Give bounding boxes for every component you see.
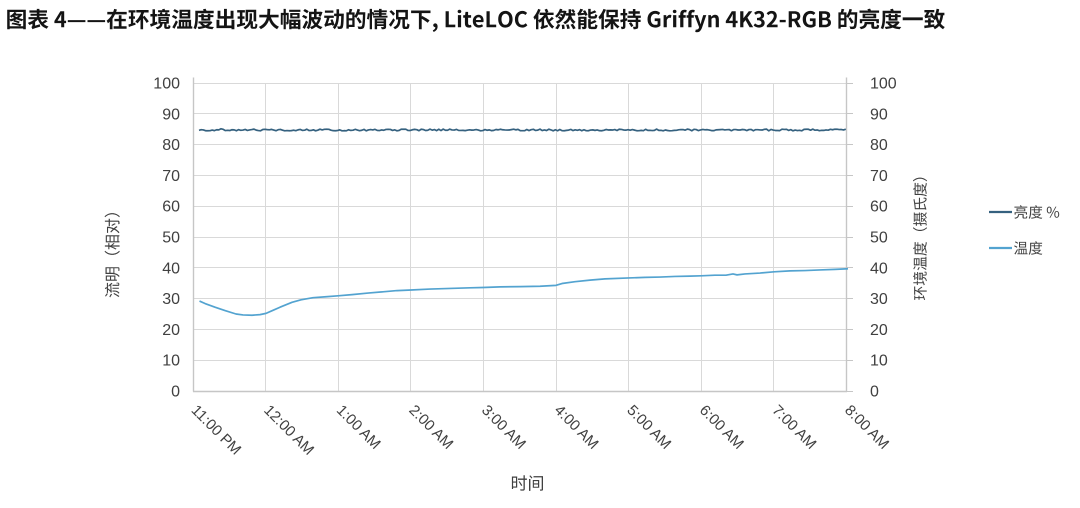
svg-text:100: 100	[153, 76, 180, 93]
svg-text:80: 80	[162, 137, 180, 154]
svg-text:20: 20	[162, 322, 180, 339]
svg-text:60: 60	[162, 199, 180, 216]
svg-text:50: 50	[870, 230, 888, 247]
svg-text:0: 0	[870, 384, 879, 401]
svg-text:80: 80	[870, 137, 888, 154]
svg-text:70: 70	[162, 168, 180, 185]
svg-text:0: 0	[171, 384, 180, 401]
svg-text:100: 100	[870, 76, 897, 93]
svg-text:70: 70	[870, 168, 888, 185]
svg-text:40: 40	[162, 260, 180, 277]
svg-text:90: 90	[870, 106, 888, 123]
svg-text:20: 20	[870, 322, 888, 339]
svg-text:30: 30	[870, 291, 888, 308]
svg-text:90: 90	[162, 106, 180, 123]
svg-text:10: 10	[162, 353, 180, 370]
svg-text:10: 10	[870, 353, 888, 370]
svg-text:40: 40	[870, 260, 888, 277]
svg-text:60: 60	[870, 199, 888, 216]
svg-text:50: 50	[162, 230, 180, 247]
svg-text:30: 30	[162, 291, 180, 308]
